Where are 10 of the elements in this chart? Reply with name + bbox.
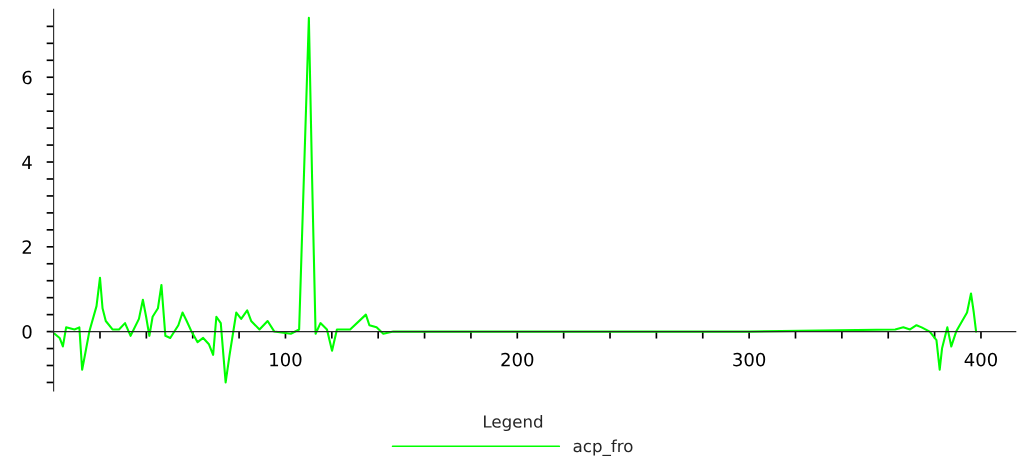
x-tick-label: 200 <box>501 352 534 367</box>
legend-title: Legend <box>484 414 543 432</box>
x-tick-label: 300 <box>733 352 766 367</box>
y-tick-label: 4 <box>22 155 32 169</box>
text: acp_fro <box>573 439 633 456</box>
y-tick-label: 0 <box>22 325 32 339</box>
x-tick-label: 100 <box>270 352 302 367</box>
y-tick-label: 2 <box>22 240 31 254</box>
x-tick-label: 400 <box>964 352 997 367</box>
y-tick-label: 6 <box>22 70 32 85</box>
